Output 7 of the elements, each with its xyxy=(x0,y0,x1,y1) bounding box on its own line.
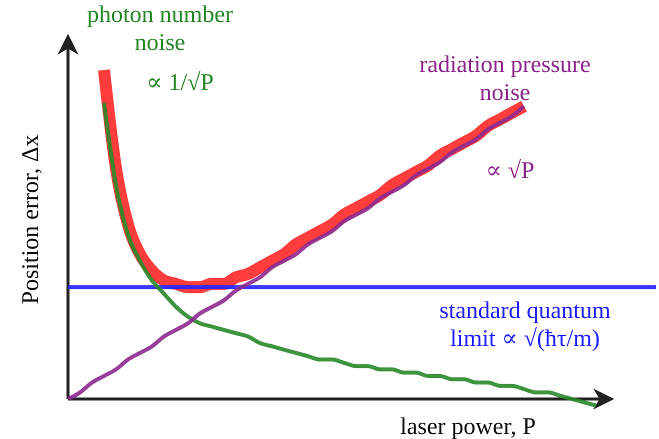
annotation: ∝ 1/√P xyxy=(146,70,214,96)
text: photon number noise xyxy=(87,2,233,56)
series-label: standard quantum limit ∝ √(ħτ/m) xyxy=(439,298,611,352)
series-label: radiation pressure noise xyxy=(419,52,591,106)
x-axis-title: laser power, P xyxy=(400,414,536,439)
y-axis-title: Position error, Δx xyxy=(18,134,44,304)
annotation: ∝ √P xyxy=(486,158,534,184)
